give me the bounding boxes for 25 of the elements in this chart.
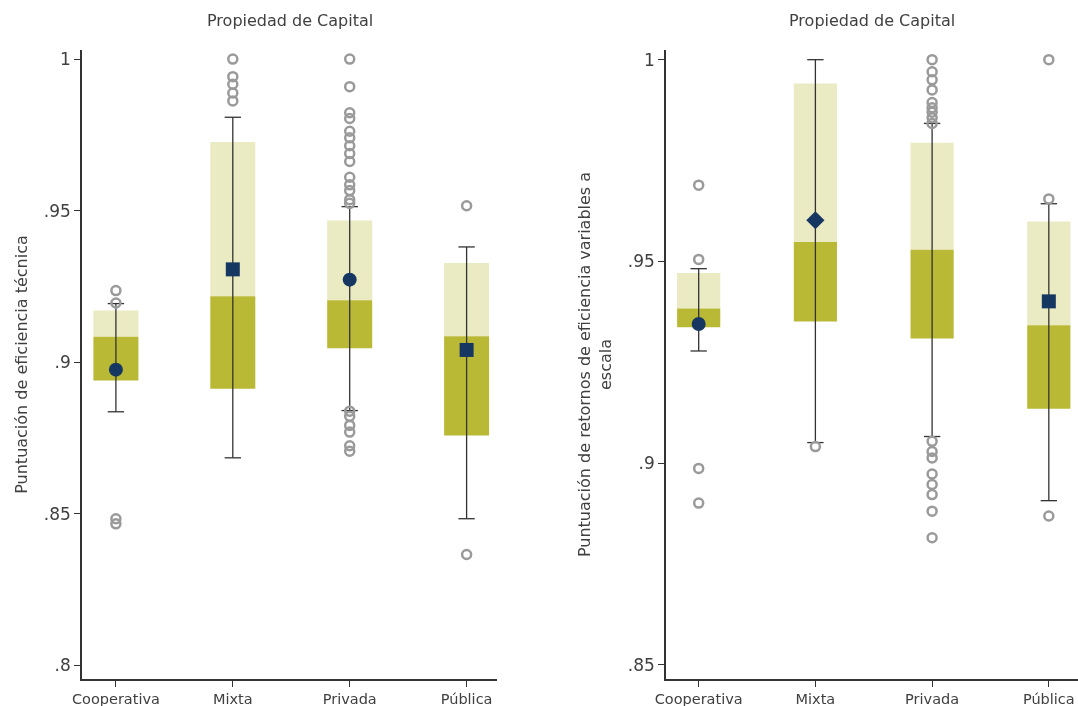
y-tick-label: 1 [60,49,71,70]
y-tick-label: .9 [638,453,655,474]
x-tick-label: Mixta [212,691,253,706]
x-tick-label: Privada [322,691,377,706]
point [459,342,474,357]
y-tick-label: .95 [43,200,71,221]
y-tick-label: 1 [644,49,655,70]
point [225,262,240,277]
point [806,211,825,230]
x-tick-label: Pública [1022,691,1075,706]
point [342,272,357,287]
y-tick-label: .9 [54,352,71,373]
y-axis-title: Puntuación de retornos de eficiencia variables a escala [575,171,616,558]
chart-title: Propiedad de Capital [789,11,956,30]
x-tick-label: Privada [905,691,960,706]
y-tick-label: .85 [627,654,655,675]
y-tick-label: .85 [43,503,71,524]
y-axis-title: Puntuación de eficiencia técnica [12,235,32,494]
point [1041,294,1056,309]
y-tick-label: .8 [54,655,71,676]
x-tick-label: Mixta [795,691,836,706]
x-tick-label: Pública [440,691,493,706]
chart-title: Propiedad de Capital [207,11,374,30]
point [108,362,123,377]
y-tick-label: .95 [627,251,655,272]
